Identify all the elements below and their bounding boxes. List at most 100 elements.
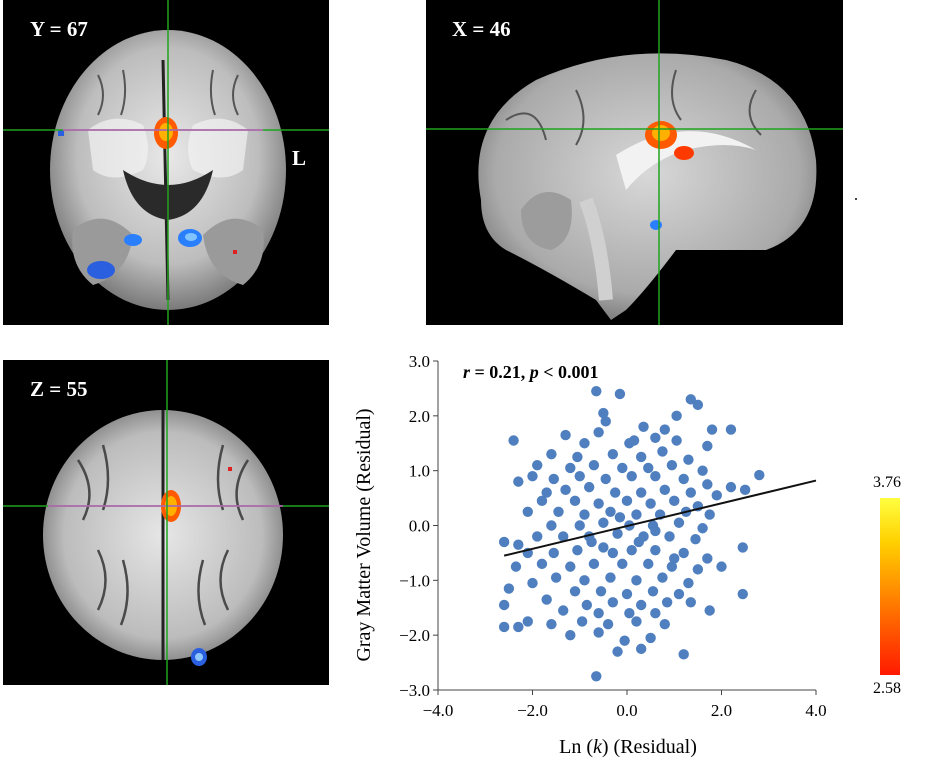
data-point [513,621,524,633]
data-point [541,594,552,605]
data-point [581,599,593,611]
regression-line [503,479,817,557]
data-point [678,649,689,660]
data-point [657,446,668,457]
data-point [635,451,647,463]
axial-slice-panel: Z = 55 [3,360,329,685]
data-point [645,632,656,644]
coronal-slice-panel: Y = 67 L [3,0,329,325]
hemisphere-left-label: L [292,146,307,170]
data-point [560,429,571,441]
data-point [673,588,685,600]
data-point [657,572,668,583]
data-point [593,427,604,438]
data-point [685,394,696,405]
data-point [522,506,533,517]
data-point [609,487,621,498]
data-point [650,470,661,482]
data-point [607,449,619,460]
data-point [536,495,548,507]
data-point [683,577,694,589]
data-point [737,588,748,600]
x-tick-label: 2.0 [711,701,732,720]
data-point [527,470,538,482]
data-point [631,575,642,586]
data-point [626,470,637,482]
data-point [598,517,609,528]
data-point [513,476,524,487]
scatter-chart: r = 0.21, p < 0.001 Gray Matter Volume (… [340,340,860,762]
data-point [588,558,600,570]
stray-dot [855,198,857,200]
data-point [690,534,701,545]
coronal-brain-image [3,0,329,325]
data-point [685,597,696,608]
data-point [754,469,765,481]
data-point [612,646,623,657]
y-tick-label: −3.0 [399,681,430,700]
data-point [536,558,548,570]
data-point [546,520,557,531]
data-point [697,465,708,476]
data-point [702,440,713,452]
data-point [624,438,635,449]
data-point [588,459,600,471]
data-point [548,547,559,559]
data-point [532,531,543,542]
data-point [635,643,647,655]
data-point [669,553,680,564]
x-tick-label: 4.0 [805,701,826,720]
data-point [619,635,630,646]
data-point [692,399,704,411]
data-point [614,512,626,523]
data-point [624,608,635,619]
data-point [600,416,611,427]
data-point [569,495,581,507]
data-point [666,561,678,572]
data-point [659,619,670,630]
sagittal-slice-label: X = 46 [452,17,511,41]
data-point [510,561,522,572]
y-tick-label: −1.0 [399,571,430,590]
data-point [669,495,680,507]
data-point [579,575,590,586]
data-point [572,544,583,556]
x-tick-label: −2.0 [517,701,548,720]
data-point [607,547,619,559]
sagittal-brain-image [426,0,843,325]
data-point [498,536,510,548]
scatter-plot-svg: r = 0.21, p < 0.001 Gray Matter Volume (… [353,352,827,758]
data-point [678,547,689,559]
data-point [633,536,645,548]
data-point [584,481,595,493]
data-point [645,498,656,509]
sagittal-slice-panel: X = 46 [426,0,843,325]
data-point [704,605,715,616]
data-point [593,608,604,619]
data-point [614,388,626,400]
data-point [704,509,715,520]
data-point [498,599,510,611]
data-point [617,558,628,570]
data-point [602,619,614,630]
data-point [560,484,571,496]
data-point [503,583,515,594]
data-point [692,564,704,575]
data-point [621,495,633,507]
data-point [522,616,533,627]
data-point [548,473,559,485]
data-point [579,509,590,520]
data-point [650,608,661,619]
data-point [527,577,538,589]
data-point [685,487,696,498]
data-point [706,424,718,435]
data-point [650,432,661,443]
data-point [565,629,576,641]
data-point [643,558,654,570]
data-point [591,671,602,682]
y-tick-label: 2.0 [409,407,430,426]
data-point [605,572,616,583]
data-point [612,528,623,539]
correlation-annotation: r = 0.21, p < 0.001 [463,362,599,382]
data-point [600,473,611,485]
